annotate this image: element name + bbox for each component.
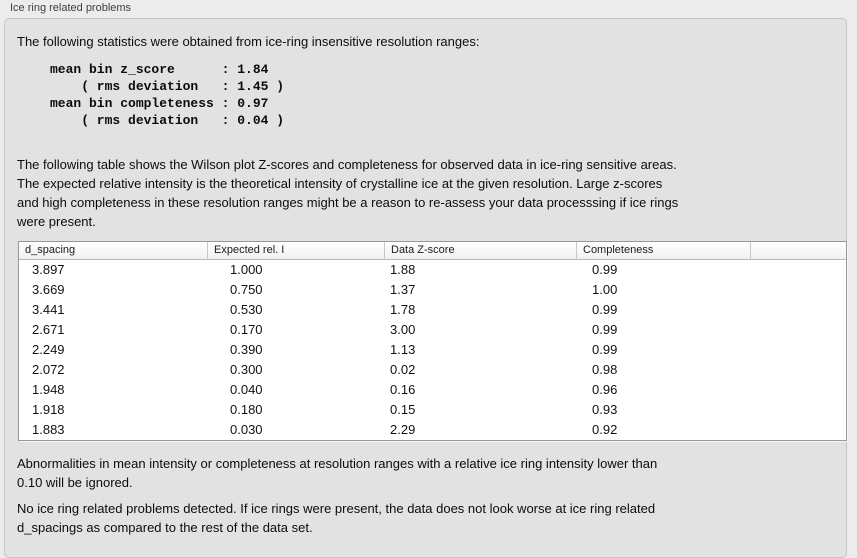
cell-completeness: 0.96 — [592, 382, 618, 397]
cell-data-z-score: 1.37 — [390, 282, 416, 297]
table-row[interactable]: 2.671 0.170 3.00 0.99 — [19, 320, 846, 340]
cell-d-spacing: 1.883 — [32, 422, 65, 437]
ignore-note-text: Abnormalities in mean intensity or compl… — [17, 456, 658, 490]
cell-expected-rel-i: 0.180 — [230, 402, 263, 417]
cell-expected-rel-i: 0.170 — [230, 322, 263, 337]
cell-expected-rel-i: 0.750 — [230, 282, 263, 297]
cell-d-spacing: 1.918 — [32, 402, 65, 417]
cell-empty — [750, 420, 846, 440]
cell-empty — [750, 260, 846, 280]
cell-d-spacing: 1.948 — [32, 382, 65, 397]
table-body: 3.897 1.000 1.88 0.99 3.669 0.750 1.37 1… — [19, 260, 846, 440]
intro-text: The following statistics were obtained f… — [17, 34, 480, 49]
cell-empty — [750, 320, 846, 340]
cell-expected-rel-i: 1.000 — [230, 262, 263, 277]
cell-data-z-score: 2.29 — [390, 422, 416, 437]
cell-expected-rel-i: 0.030 — [230, 422, 263, 437]
cell-completeness: 0.92 — [592, 422, 618, 437]
ice-ring-table: d_spacing Expected rel. I Data Z-score C… — [18, 241, 847, 441]
cell-data-z-score: 0.16 — [390, 382, 416, 397]
column-header-data-z-score[interactable]: Data Z-score — [384, 242, 576, 259]
table-row[interactable]: 3.669 0.750 1.37 1.00 — [19, 280, 846, 300]
table-row[interactable]: 2.249 0.390 1.13 0.99 — [19, 340, 846, 360]
column-header-empty[interactable] — [750, 242, 846, 259]
panel-title: Ice ring related problems — [10, 2, 132, 14]
cell-empty — [750, 340, 846, 360]
column-header-expected-rel-i[interactable]: Expected rel. I — [207, 242, 384, 259]
cell-empty — [750, 360, 846, 380]
cell-empty — [750, 400, 846, 420]
cell-empty — [750, 280, 846, 300]
conclusion-text: No ice ring related problems detected. I… — [17, 501, 656, 535]
cell-completeness: 0.98 — [592, 362, 618, 377]
column-header-completeness[interactable]: Completeness — [576, 242, 750, 259]
table-header: d_spacing Expected rel. I Data Z-score C… — [19, 242, 846, 260]
table-row[interactable]: 2.072 0.300 0.02 0.98 — [19, 360, 846, 380]
cell-expected-rel-i: 0.040 — [230, 382, 263, 397]
cell-completeness: 0.99 — [592, 322, 618, 337]
cell-empty — [750, 380, 846, 400]
table-row[interactable]: 3.441 0.530 1.78 0.99 — [19, 300, 846, 320]
cell-d-spacing: 3.897 — [32, 262, 65, 277]
table-row[interactable]: 1.948 0.040 0.16 0.96 — [19, 380, 846, 400]
table-row[interactable]: 3.897 1.000 1.88 0.99 — [19, 260, 846, 280]
statistics-block: mean bin z_score : 1.84 ( rms deviation … — [50, 62, 285, 128]
cell-completeness: 0.99 — [592, 302, 618, 317]
cell-expected-rel-i: 0.300 — [230, 362, 263, 377]
table-description-text: The following table shows the Wilson plo… — [17, 157, 679, 229]
cell-data-z-score: 0.15 — [390, 402, 416, 417]
cell-expected-rel-i: 0.390 — [230, 342, 263, 357]
cell-data-z-score: 1.13 — [390, 342, 416, 357]
cell-data-z-score: 3.00 — [390, 322, 416, 337]
cell-data-z-score: 1.88 — [390, 262, 416, 277]
cell-completeness: 0.99 — [592, 262, 618, 277]
cell-d-spacing: 3.669 — [32, 282, 65, 297]
cell-d-spacing: 2.249 — [32, 342, 65, 357]
cell-expected-rel-i: 0.530 — [230, 302, 263, 317]
ice-ring-panel: The following statistics were obtained f… — [4, 18, 847, 558]
cell-data-z-score: 0.02 — [390, 362, 416, 377]
cell-completeness: 1.00 — [592, 282, 618, 297]
table-row[interactable]: 1.918 0.180 0.15 0.93 — [19, 400, 846, 420]
cell-d-spacing: 2.671 — [32, 322, 65, 337]
cell-d-spacing: 2.072 — [32, 362, 65, 377]
cell-empty — [750, 300, 846, 320]
column-header-d-spacing[interactable]: d_spacing — [25, 244, 76, 256]
cell-d-spacing: 3.441 — [32, 302, 65, 317]
cell-completeness: 0.93 — [592, 402, 618, 417]
cell-data-z-score: 1.78 — [390, 302, 416, 317]
cell-completeness: 0.99 — [592, 342, 618, 357]
table-row[interactable]: 1.883 0.030 2.29 0.92 — [19, 420, 846, 440]
